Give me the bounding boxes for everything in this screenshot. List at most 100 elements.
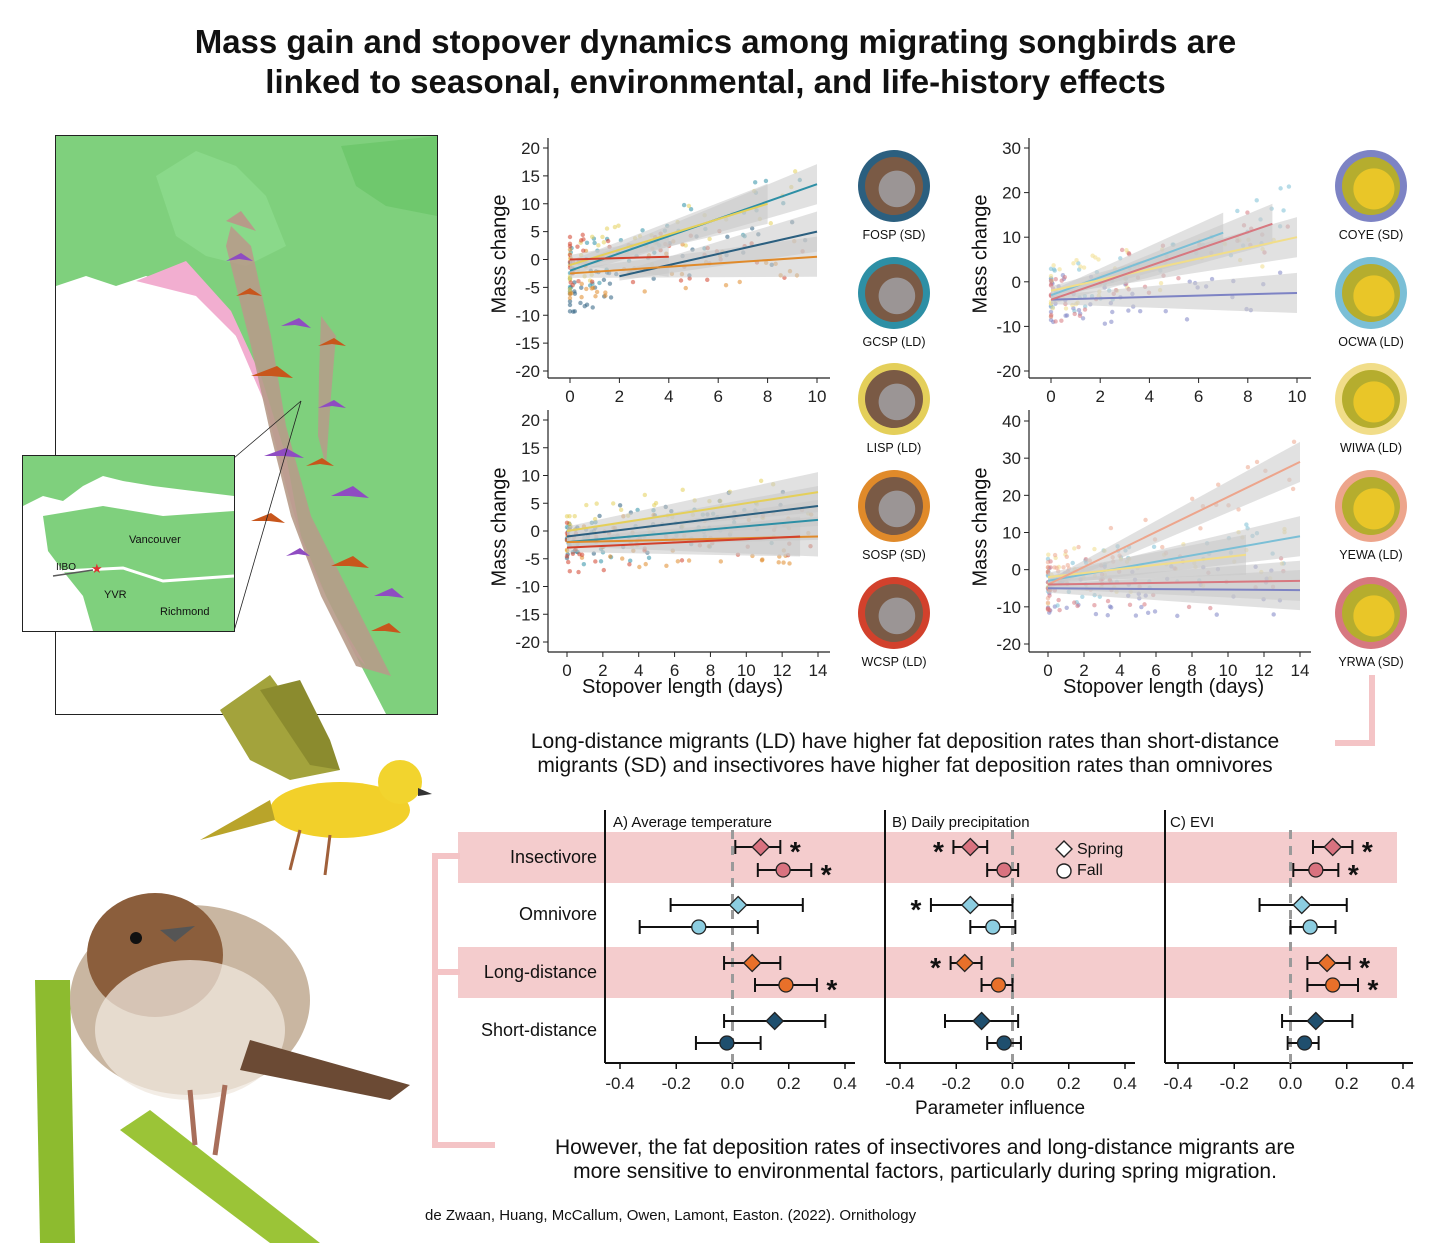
- summary-top: Long-distance migrants (LD) have higher …: [450, 730, 1360, 778]
- data-point: [1244, 522, 1249, 527]
- spring-estimate-marker: [1292, 895, 1312, 915]
- confidence-band: [1048, 441, 1300, 589]
- significance-asterisk: *: [826, 974, 837, 1005]
- iibo-label: IIBO: [56, 562, 77, 573]
- data-point: [1048, 559, 1053, 564]
- data-point: [601, 277, 607, 283]
- data-point: [1126, 308, 1131, 313]
- species-badge: [1335, 363, 1407, 435]
- data-point: [675, 559, 681, 564]
- inset-pointer-bottom: [233, 400, 302, 632]
- y-tick-label: 0: [531, 522, 540, 541]
- fall-estimate-marker: [996, 862, 1012, 878]
- data-point: [1291, 439, 1297, 444]
- data-point: [582, 303, 587, 309]
- data-point: [620, 556, 625, 561]
- y-tick-label: 0: [1012, 561, 1021, 580]
- y-tick-label: -15: [515, 334, 540, 353]
- migration-map: [55, 135, 438, 715]
- fall-estimate-marker: [985, 919, 1001, 935]
- arrow-head-1: [226, 211, 256, 231]
- data-point: [578, 300, 583, 306]
- data-point: [776, 560, 781, 565]
- spring-estimate-marker: [1317, 953, 1337, 973]
- significance-asterisk: *: [821, 859, 832, 890]
- species-badge: [858, 257, 930, 329]
- data-point: [1090, 253, 1095, 258]
- spring-estimate-marker: [955, 953, 975, 973]
- data-point: [1190, 496, 1195, 502]
- data-point: [607, 281, 613, 286]
- data-point: [601, 240, 607, 245]
- data-point: [1047, 593, 1052, 598]
- species-badge-label: OCWA (LD): [1338, 335, 1404, 349]
- coef-panel-B: -0.4 -0.2 0.0 0.2 0.4 * * *: [884, 810, 1137, 1093]
- y-tick-label: 15: [521, 167, 540, 186]
- x-tick-label: 10: [1288, 387, 1307, 406]
- data-point: [594, 501, 599, 506]
- reed-stem-diagonal: [120, 1110, 320, 1243]
- y-tick-label: 15: [521, 439, 540, 458]
- data-point: [707, 236, 712, 242]
- inset-mainland: [43, 506, 234, 631]
- x-tick-label: 4: [634, 661, 643, 680]
- spring-estimate-marker: [728, 895, 748, 915]
- data-point: [607, 554, 613, 559]
- data-point: [1050, 305, 1056, 311]
- significance-asterisk: *: [930, 952, 941, 983]
- data-point: [1048, 273, 1054, 279]
- yvr-label: YVR: [104, 589, 127, 601]
- y-tick-label: -5: [525, 278, 540, 297]
- data-point: [686, 558, 692, 563]
- data-point: [1096, 257, 1101, 262]
- data-point: [597, 280, 602, 286]
- data-point: [688, 206, 694, 212]
- y-tick-label: 10: [1002, 524, 1021, 543]
- data-point: [1281, 208, 1286, 213]
- data-point: [612, 224, 618, 230]
- data-point: [758, 478, 764, 484]
- data-point: [718, 559, 724, 564]
- x-tick-label: 2: [615, 387, 624, 406]
- x-tick-label: 10: [1219, 661, 1238, 680]
- data-point: [1081, 265, 1087, 270]
- fit-line: [1047, 579, 1301, 586]
- fall-estimate-marker: [1308, 862, 1324, 878]
- data-point: [1110, 309, 1115, 315]
- spring-estimate-marker: [960, 837, 980, 857]
- data-point: [678, 278, 684, 283]
- data-point: [1105, 613, 1110, 618]
- scatter-panel-top-left: -20 -15 -10 -5 0 5 10 15 20 0 2 4 6 8 10: [515, 138, 830, 406]
- data-point: [584, 286, 589, 292]
- coef-x-tick-label: 0.0: [1001, 1074, 1025, 1093]
- x-tick-label: 2: [598, 661, 607, 680]
- coef-x-tick-label: 0.2: [1335, 1074, 1359, 1093]
- data-point: [580, 232, 585, 238]
- y-tick-label: -20: [996, 635, 1021, 654]
- x-tick-label: 0: [1046, 387, 1055, 406]
- significance-asterisk: *: [1368, 974, 1379, 1005]
- fit-line: [569, 255, 818, 275]
- data-point: [627, 562, 632, 567]
- data-point: [603, 293, 608, 298]
- data-point: [1271, 612, 1276, 617]
- data-point: [1072, 546, 1077, 551]
- data-point: [579, 294, 584, 300]
- data-point: [576, 278, 581, 284]
- inset-pointer-top: [233, 400, 302, 459]
- data-point: [1145, 610, 1151, 616]
- data-point: [1053, 319, 1058, 324]
- data-point: [575, 244, 580, 249]
- title-line-2: linked to seasonal, environmental, and l…: [265, 63, 1166, 100]
- data-point: [584, 240, 590, 245]
- y-tick-label: -5: [525, 550, 540, 569]
- warbler-beak: [418, 788, 432, 796]
- data-point: [1059, 278, 1064, 283]
- fit-line: [1050, 291, 1298, 301]
- data-point: [1051, 263, 1056, 268]
- data-point: [1062, 274, 1068, 280]
- data-point: [567, 286, 573, 292]
- data-point: [578, 238, 584, 243]
- spring-estimate-marker: [972, 1011, 991, 1031]
- data-point: [1105, 598, 1111, 604]
